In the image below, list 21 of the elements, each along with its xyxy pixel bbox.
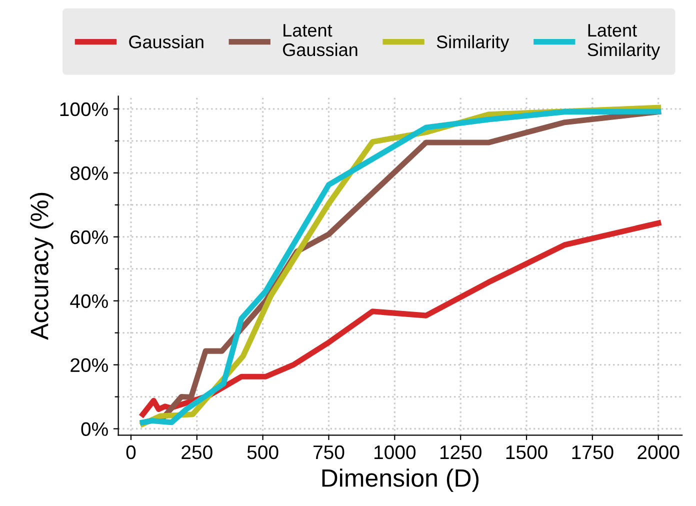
x-axis-title: Dimension (D) (322, 468, 479, 492)
y-axis-title: Accuracy (%) (30, 192, 54, 340)
y-tick-label: 80% (70, 166, 108, 180)
y-tick-label: 100% (60, 102, 108, 116)
x-tick-label: 250 (182, 445, 212, 460)
legend-label: Latent Similarity (588, 24, 660, 60)
x-tick-label: 1250 (440, 445, 482, 460)
legend-label: Latent Gaussian (283, 24, 358, 56)
x-tick-label: 1750 (572, 445, 614, 460)
x-tick-label: 1000 (374, 445, 416, 460)
y-tick-label: 40% (70, 294, 108, 308)
y-tick-label: 0% (81, 422, 108, 436)
x-tick-label: 500 (247, 445, 278, 460)
legend-label: Similarity (436, 35, 510, 52)
x-tick-label: 2000 (638, 445, 680, 460)
y-tick-label: 20% (70, 358, 108, 372)
x-tick-label: 0 (126, 445, 136, 460)
legend-label: Gaussian (129, 35, 204, 48)
y-tick-label: 60% (70, 230, 108, 244)
x-tick-label: 750 (314, 445, 344, 460)
x-tick-label: 1500 (506, 445, 548, 460)
